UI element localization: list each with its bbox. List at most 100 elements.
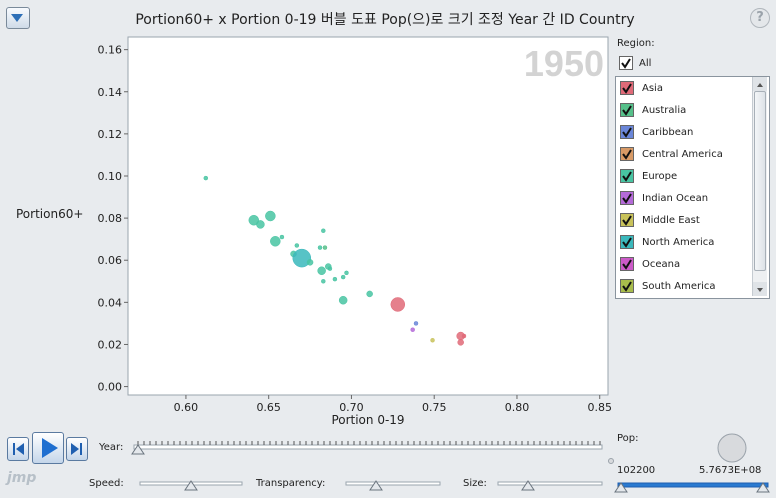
bubble-point[interactable] [340, 274, 346, 280]
legend-label: North America [642, 236, 715, 248]
bubble-point[interactable] [321, 279, 326, 284]
bubble-point[interactable] [203, 175, 209, 181]
region-all-checkbox[interactable]: All [619, 56, 651, 70]
chart-title: Portion60+ x Portion 0-19 버블 도표 Pop(으)로 … [135, 12, 635, 28]
pop-large-bubble [717, 433, 747, 463]
menu-dropdown-button[interactable] [6, 7, 30, 29]
bubble-point[interactable] [344, 270, 349, 276]
pop-max-value: 5.7673E+08 [699, 465, 762, 476]
bubble-point[interactable] [413, 321, 419, 326]
bubble-point[interactable] [317, 266, 326, 276]
speed-slider[interactable] [138, 476, 244, 492]
year-slider[interactable] [130, 440, 606, 458]
legend-label: South America [642, 280, 716, 292]
y-tick-label: 0.12 [98, 128, 123, 141]
pop-min-thumb [614, 482, 628, 493]
size-slider-thumb [521, 480, 535, 491]
year-watermark: 1950 [524, 43, 604, 84]
checkbox-icon [620, 103, 634, 117]
pop-range-slider[interactable] [614, 478, 774, 494]
arrow-up-icon [757, 83, 763, 87]
play-button[interactable] [32, 432, 64, 464]
size-slider[interactable] [496, 476, 604, 492]
legend-item[interactable]: Europe [620, 169, 677, 191]
checkbox-icon [620, 279, 634, 293]
checkbox-icon [620, 191, 634, 205]
y-tick-label: 0.02 [98, 338, 123, 351]
legend-item[interactable]: Indian Ocean [620, 191, 708, 213]
checkbox-icon [620, 147, 634, 161]
arrow-down-icon [757, 288, 763, 292]
pop-small-bubble [608, 458, 614, 464]
bubble-point[interactable] [457, 339, 464, 346]
bubble-point[interactable] [430, 337, 435, 343]
x-axis-label: Portion 0-19 [331, 413, 405, 427]
legend-label: Indian Ocean [642, 192, 709, 204]
pop-legend-label: Pop: [617, 433, 639, 444]
x-tick-label: 0.75 [422, 401, 447, 414]
size-slider-label: Size: [463, 478, 487, 489]
step-forward-button[interactable] [66, 437, 88, 461]
speed-slider-label: Speed: [89, 478, 124, 489]
legend-item[interactable]: Central America [620, 147, 723, 169]
bubble-point[interactable] [317, 245, 323, 250]
checkbox-icon [620, 213, 634, 227]
legend-item[interactable]: Middle East [620, 213, 700, 235]
checkbox-icon [620, 235, 634, 249]
scroll-up-button[interactable] [753, 77, 767, 91]
bubble-point[interactable] [321, 228, 326, 233]
bubble-point[interactable] [306, 259, 314, 266]
checkbox-icon [620, 81, 634, 95]
scroll-down-button[interactable] [753, 282, 767, 296]
y-tick-label: 0.04 [98, 296, 123, 309]
bubble-point[interactable] [248, 214, 260, 226]
legend-label: Europe [642, 170, 678, 182]
legend-label: Middle East [642, 214, 700, 226]
year-slider-label: Year: [99, 442, 124, 453]
bubble-point[interactable] [366, 290, 373, 298]
plot-area [127, 36, 609, 396]
bubble-point[interactable] [265, 210, 276, 222]
legend-item[interactable]: Oceana [620, 257, 680, 279]
y-tick-label: 0.00 [98, 381, 123, 394]
help-icon[interactable]: ? [750, 8, 770, 28]
bubble-point[interactable] [279, 234, 285, 240]
legend-item[interactable]: Asia [620, 81, 663, 103]
bubble-point[interactable] [322, 245, 328, 250]
y-tick-label: 0.06 [98, 254, 123, 267]
legend-item[interactable]: South America [620, 279, 716, 298]
bubble-point[interactable] [294, 243, 300, 248]
bubble-point[interactable] [292, 248, 312, 268]
transparency-slider-label: Transparency: [256, 478, 326, 489]
legend-label: Australia [642, 104, 687, 116]
y-tick-label: 0.10 [98, 170, 123, 183]
legend-item[interactable]: North America [620, 235, 714, 257]
y-tick-label: 0.08 [98, 212, 123, 225]
checkbox-icon [620, 169, 634, 183]
bubble-point[interactable] [338, 295, 348, 305]
step-back-button[interactable] [7, 437, 29, 461]
bubble-point[interactable] [270, 236, 281, 247]
bubble-point[interactable] [390, 297, 406, 312]
pop-size-legend [608, 433, 747, 464]
bubble-point[interactable] [410, 327, 415, 332]
region-label: Region: [617, 38, 655, 49]
bubble-point[interactable] [332, 276, 338, 282]
legend-label: Central America [642, 148, 723, 160]
bubble-point[interactable] [256, 220, 265, 229]
legend-item[interactable]: Australia [620, 103, 686, 125]
y-tick-label: 0.14 [98, 86, 123, 99]
bubble-point[interactable] [327, 266, 333, 271]
checkbox-icon [619, 56, 633, 70]
legend-item[interactable]: Caribbean [620, 125, 693, 147]
scroll-thumb[interactable] [754, 91, 766, 271]
legend-scrollbar[interactable] [752, 77, 767, 296]
bubble-point[interactable] [461, 333, 467, 339]
step-back-icon [13, 443, 24, 455]
pop-min-value: 102200 [617, 465, 656, 476]
step-forward-icon [71, 443, 82, 455]
all-label: All [639, 57, 652, 69]
speed-slider-thumb [184, 480, 198, 491]
transparency-slider[interactable] [344, 476, 442, 492]
